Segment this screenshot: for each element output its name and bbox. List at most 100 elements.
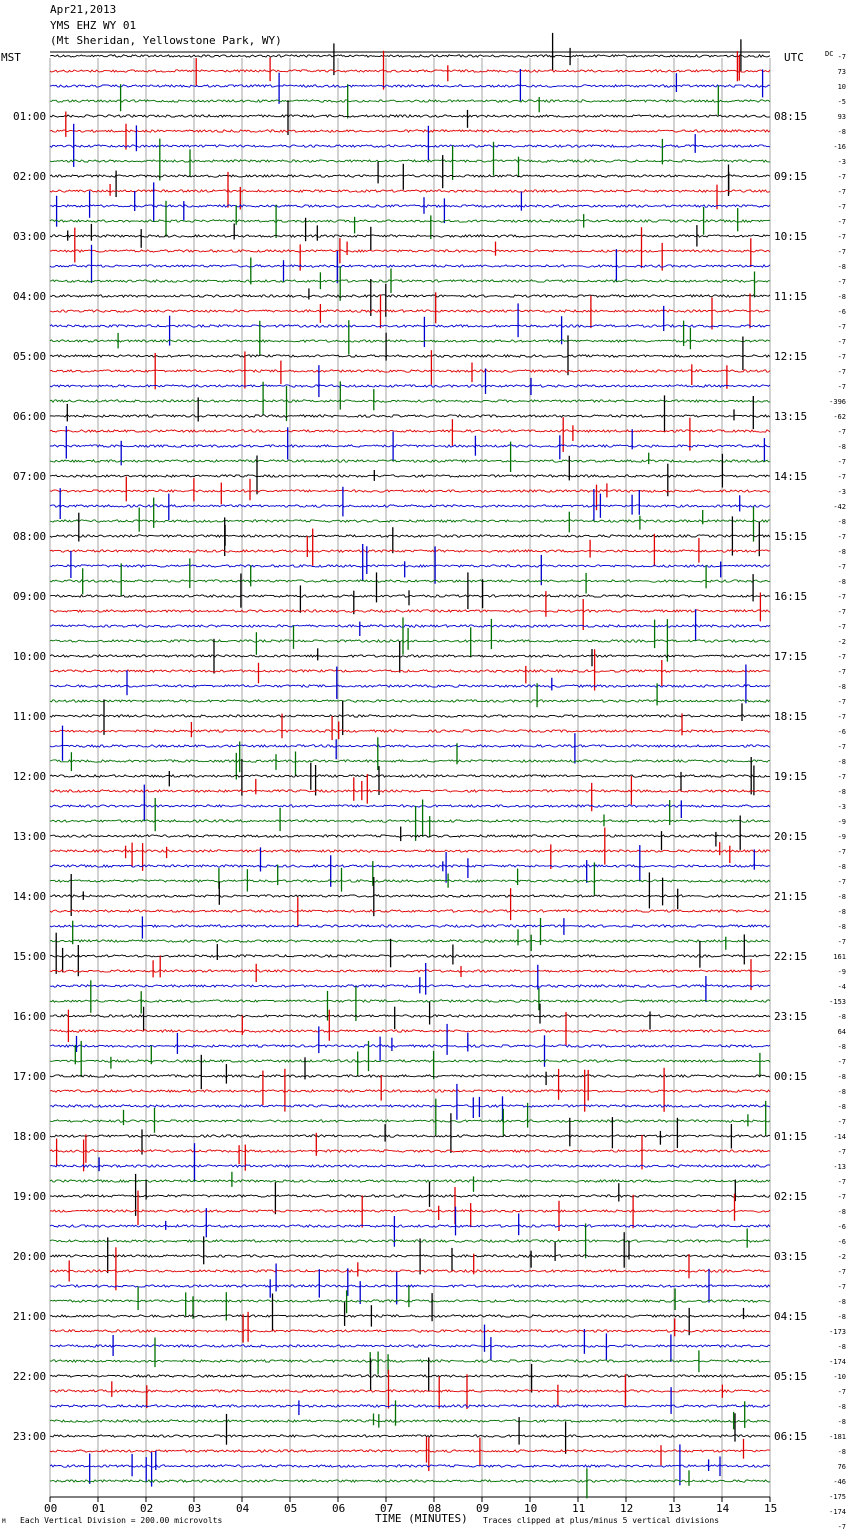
mst-hour-label: 16:00 xyxy=(13,1010,46,1023)
trace-row-27 xyxy=(49,444,771,449)
dc-offset-value: -7 xyxy=(838,323,846,331)
trace-row-70 xyxy=(49,1089,771,1093)
utc-hour-label: 08:15 xyxy=(774,110,807,123)
dc-offset-value: -174 xyxy=(829,1358,846,1366)
trace-row-33 xyxy=(49,534,771,538)
mst-hour-label: 19:00 xyxy=(13,1190,46,1203)
axis-labels: 00 01 02 03 04 05 06 07 08 09 10 11 12 13 14 15 01:00 02:… xyxy=(13,53,846,1531)
dc-offset-value: -8 xyxy=(838,923,846,931)
trace-row-86 xyxy=(49,1329,771,1333)
dc-label: DC xyxy=(825,50,833,58)
dc-offset-value: -8 xyxy=(838,1418,846,1426)
trace-row-51 xyxy=(49,804,771,808)
utc-hour-label: 01:15 xyxy=(774,1130,807,1143)
dc-offset-value: -8 xyxy=(838,683,846,691)
trace-row-61 xyxy=(49,954,771,958)
utc-hour-label: 10:15 xyxy=(774,230,807,243)
dc-offset-value: -7 xyxy=(838,203,846,211)
trace-row-84 xyxy=(49,1299,771,1304)
dc-offset-value: -7 xyxy=(838,233,846,241)
dc-offset-value: 64 xyxy=(838,1028,846,1036)
dc-offset-value: -7 xyxy=(838,773,846,781)
x-tick-label-14: 14 xyxy=(716,1502,730,1515)
dc-offset-value: -7 xyxy=(838,428,846,436)
dc-offset-value: -13 xyxy=(833,1163,846,1171)
utc-hour-label: 09:15 xyxy=(774,170,807,183)
trace-row-73 xyxy=(49,1134,771,1138)
mst-hour-label: 04:00 xyxy=(13,290,46,303)
trace-row-31 xyxy=(49,504,771,508)
x-tick-label-12: 12 xyxy=(620,1502,633,1515)
dc-offset-value: -3 xyxy=(838,158,846,166)
dc-offset-value: -6 xyxy=(838,1238,846,1246)
x-tick-label-13: 13 xyxy=(668,1502,681,1515)
dc-offset-value: -7 xyxy=(838,353,846,361)
dc-offset-value: -7 xyxy=(838,668,846,676)
dc-offset-value: -7 xyxy=(838,1523,846,1531)
trace-row-53 xyxy=(49,834,771,838)
header-date: Apr21,2013 xyxy=(50,3,117,16)
dc-offset-value: -3 xyxy=(838,803,846,811)
trace-row-12 xyxy=(49,219,771,223)
mst-hour-label: 12:00 xyxy=(13,770,46,783)
mst-hour-label: 03:00 xyxy=(13,230,46,243)
trace-row-34 xyxy=(49,549,771,553)
dc-offset-value: -7 xyxy=(838,878,846,886)
dc-offset-value: -10 xyxy=(833,1373,846,1381)
trace-row-91 xyxy=(50,1404,771,1408)
trace-row-14 xyxy=(49,249,771,253)
dc-offset-value: -5 xyxy=(838,98,846,106)
trace-row-18 xyxy=(49,309,771,313)
utc-hour-label: 13:15 xyxy=(774,410,807,423)
trace-row-42 xyxy=(49,669,771,674)
trace-row-78 xyxy=(49,1209,771,1213)
mst-hour-label: 21:00 xyxy=(13,1310,46,1323)
trace-row-2 xyxy=(49,69,771,73)
dc-offset-value: -8 xyxy=(838,1448,846,1456)
dc-offset-value: -7 xyxy=(838,698,846,706)
dc-offset-value: -8 xyxy=(838,1073,846,1081)
trace-row-16 xyxy=(49,279,771,283)
trace-row-55 xyxy=(49,864,771,868)
trace-row-87 xyxy=(49,1344,771,1348)
dc-offset-value: -16 xyxy=(833,143,846,151)
dc-offset-value: -7 xyxy=(838,383,846,391)
mst-hour-label: 01:00 xyxy=(13,110,46,123)
dc-offset-value: -42 xyxy=(833,503,846,511)
trace-row-89 xyxy=(49,1374,771,1378)
trace-row-9 xyxy=(49,174,771,178)
trace-row-7 xyxy=(49,144,771,148)
x-tick-label-11: 11 xyxy=(572,1502,585,1515)
trace-row-58 xyxy=(49,909,771,913)
trace-row-76 xyxy=(49,1179,771,1183)
mst-hour-label: 05:00 xyxy=(13,350,46,363)
mst-hour-label: 17:00 xyxy=(13,1070,46,1083)
mst-hour-label: 09:00 xyxy=(13,590,46,603)
dc-offset-value: -8 xyxy=(838,788,846,796)
header-station: YMS EHZ WY 01 xyxy=(50,19,137,32)
mst-hour-label: 10:00 xyxy=(13,650,46,663)
trace-row-28 xyxy=(49,459,771,463)
trace-row-37 xyxy=(49,594,771,598)
trace-row-45 xyxy=(49,714,771,718)
dc-offset-value: -174 xyxy=(829,1508,846,1516)
dc-offset-value: -7 xyxy=(838,713,846,721)
x-tick-label-01: 01 xyxy=(92,1502,105,1515)
corner-mark: M xyxy=(2,1518,6,1525)
trace-row-1 xyxy=(49,53,771,58)
right-zone-label: UTC xyxy=(784,51,804,64)
trace-row-22 xyxy=(49,369,771,373)
trace-row-92 xyxy=(49,1419,771,1423)
trace-row-39 xyxy=(49,624,771,628)
dc-offset-value: -7 xyxy=(838,1268,846,1276)
trace-row-74 xyxy=(49,1149,771,1153)
dc-offset-value: -9 xyxy=(838,833,846,841)
trace-row-3 xyxy=(49,84,771,88)
trace-row-46 xyxy=(49,729,771,733)
dc-offset-value: -46 xyxy=(833,1478,846,1486)
utc-hour-label: 22:15 xyxy=(774,950,807,963)
dc-offset-value: -8 xyxy=(838,1343,846,1351)
mst-hour-label: 15:00 xyxy=(13,950,46,963)
trace-row-54 xyxy=(49,849,771,853)
dc-offset-value: -8 xyxy=(838,1403,846,1411)
